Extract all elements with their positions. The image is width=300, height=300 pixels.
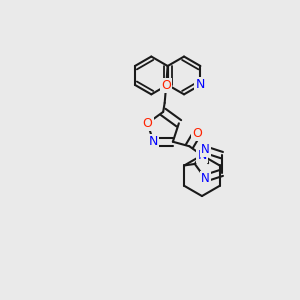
Text: O: O: [142, 117, 152, 130]
Text: N: N: [197, 149, 207, 162]
Text: O: O: [161, 79, 171, 92]
Text: N: N: [201, 143, 209, 156]
Text: N: N: [196, 78, 205, 92]
Text: N: N: [201, 172, 209, 185]
Text: N: N: [149, 135, 158, 148]
Text: O: O: [192, 127, 202, 140]
